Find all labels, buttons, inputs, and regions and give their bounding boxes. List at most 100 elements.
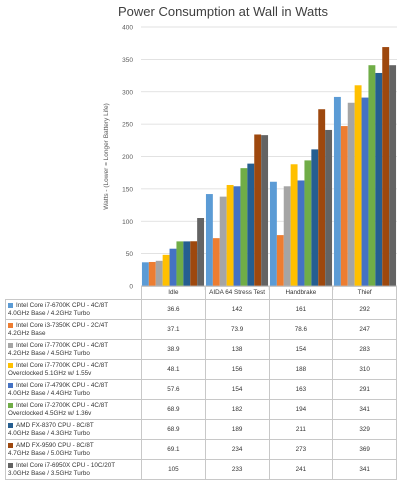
table-row: Intel Core i3-7350K CPU - 2C/4T 4.2GHz B… bbox=[5, 319, 397, 340]
data-label: 234 bbox=[204, 439, 270, 460]
data-label: 154 bbox=[268, 339, 334, 360]
data-label: 292 bbox=[332, 299, 397, 320]
data-label: 68.9 bbox=[141, 399, 206, 420]
y-tick-label: 250 bbox=[122, 122, 133, 129]
data-label: 105 bbox=[141, 459, 206, 480]
legend-swatch bbox=[8, 343, 13, 348]
x-tick-label: Idle bbox=[141, 286, 206, 300]
data-label: 154 bbox=[204, 379, 270, 400]
data-label: 188 bbox=[268, 359, 334, 380]
data-label: 291 bbox=[332, 379, 397, 400]
bar bbox=[219, 196, 227, 286]
table-row: Intel Core i7-4790K CPU - 4C/8T 4.0GHz B… bbox=[5, 379, 397, 400]
data-label: 283 bbox=[332, 339, 397, 360]
table-row: AMD FX-9590 CPU - 8C/8T 4.7GHz Base / 5.… bbox=[5, 439, 397, 460]
data-label: 273 bbox=[268, 439, 334, 460]
bar bbox=[340, 126, 348, 286]
legend-entry: Intel Core i7-6950X CPU - 10C/20T 3.0GHz… bbox=[5, 459, 142, 480]
bar bbox=[318, 109, 326, 286]
data-label: 36.6 bbox=[141, 299, 206, 320]
bar bbox=[226, 184, 234, 286]
legend-swatch bbox=[8, 403, 13, 408]
x-tick-label: AIDA 64 Stress Test bbox=[204, 286, 270, 300]
bar bbox=[169, 248, 177, 286]
data-label: 161 bbox=[268, 299, 334, 320]
legend-entry: Intel Core i3-7350K CPU - 2C/4T 4.2GHz B… bbox=[5, 319, 142, 340]
bar bbox=[333, 96, 341, 287]
x-tick-label: Thief bbox=[332, 286, 397, 300]
bar bbox=[205, 194, 213, 286]
table-row: Intel Core i7-6700K CPU - 4C/8T 4.0GHz B… bbox=[5, 299, 397, 320]
bar bbox=[290, 164, 298, 286]
data-label: 163 bbox=[268, 379, 334, 400]
data-label: 37.1 bbox=[141, 319, 206, 340]
legend-swatch bbox=[8, 423, 13, 428]
legend-swatch bbox=[8, 303, 13, 308]
bar bbox=[389, 65, 397, 286]
data-label: 182 bbox=[204, 399, 270, 420]
bar bbox=[233, 186, 241, 286]
y-tick-label: 100 bbox=[122, 219, 133, 226]
bar bbox=[311, 149, 319, 286]
bar bbox=[297, 180, 305, 286]
bar bbox=[247, 163, 255, 286]
bar bbox=[354, 85, 362, 287]
bar bbox=[375, 72, 383, 286]
series-name: Intel Core i7-7700K CPU - 4C/8T 4.2GHz B… bbox=[8, 342, 109, 357]
x-tick-label: Handbrake bbox=[268, 286, 334, 300]
bar bbox=[361, 97, 369, 286]
series-name: Intel Core i3-7350K CPU - 2C/4T 4.2GHz B… bbox=[8, 322, 109, 337]
data-label: 329 bbox=[332, 419, 397, 440]
legend-swatch bbox=[8, 443, 13, 448]
legend-entry: Intel Core i7-6700K CPU - 4C/8T 4.0GHz B… bbox=[5, 299, 142, 320]
bar bbox=[347, 102, 355, 286]
legend-entry: AMD FX-9590 CPU - 8C/8T 4.7GHz Base / 5.… bbox=[5, 439, 142, 460]
bar bbox=[212, 238, 220, 286]
data-label: 211 bbox=[268, 419, 334, 440]
legend-swatch bbox=[8, 383, 13, 388]
table-header-row: Idle AIDA 64 Stress Test Handbrake Thief bbox=[5, 286, 397, 300]
data-label: 189 bbox=[204, 419, 270, 440]
y-tick-label: 50 bbox=[126, 251, 134, 258]
bar bbox=[261, 135, 269, 286]
series-name: AMD FX-9590 CPU - 8C/8T 4.7GHz Base / 5.… bbox=[8, 442, 94, 457]
data-label: 310 bbox=[332, 359, 397, 380]
data-label: 233 bbox=[204, 459, 270, 480]
data-label: 68.9 bbox=[141, 419, 206, 440]
data-label: 57.6 bbox=[141, 379, 206, 400]
legend-entry: Intel Core i7-7700K CPU - 4C/8T Overcloc… bbox=[5, 359, 142, 380]
data-label: 247 bbox=[332, 319, 397, 340]
bar bbox=[183, 241, 191, 286]
legend-swatch bbox=[8, 323, 13, 328]
data-table: Idle AIDA 64 Stress Test Handbrake Thief In… bbox=[5, 286, 397, 480]
data-label: 73.9 bbox=[204, 319, 270, 340]
legend-entry: Intel Core i7-2700K CPU - 4C/8T Overcloc… bbox=[5, 399, 142, 420]
series-name: AMD FX-8370 CPU - 8C/8T 4.0GHz Base / 4.… bbox=[8, 422, 94, 437]
y-tick-label: 300 bbox=[122, 89, 133, 96]
bar bbox=[368, 65, 376, 286]
table-row: Intel Core i7-7700K CPU - 4C/8T 4.2GHz B… bbox=[5, 339, 397, 360]
bar bbox=[190, 241, 198, 286]
legend-swatch bbox=[8, 463, 13, 468]
data-label: 38.9 bbox=[141, 339, 206, 360]
data-label: 194 bbox=[268, 399, 334, 420]
chart-title: Power Consumption at Wall in Watts bbox=[118, 4, 328, 19]
bar bbox=[176, 241, 184, 286]
series-name: Intel Core i7-6950X CPU - 10C/20T 3.0GHz… bbox=[8, 462, 116, 477]
y-tick-label: 150 bbox=[122, 186, 133, 193]
bar bbox=[325, 129, 333, 286]
y-axis-label: Watts - (Lower = Longer Battery Life) bbox=[103, 103, 110, 210]
y-tick-label: 200 bbox=[122, 154, 133, 161]
table-row: Intel Core i7-7700K CPU - 4C/8T Overcloc… bbox=[5, 359, 397, 380]
data-label: 78.6 bbox=[268, 319, 334, 340]
bar bbox=[141, 262, 149, 286]
data-label: 341 bbox=[332, 399, 397, 420]
bar bbox=[148, 261, 156, 286]
bar bbox=[240, 168, 248, 286]
series-name: Intel Core i7-2700K CPU - 4C/8T Overcloc… bbox=[8, 402, 109, 417]
bar bbox=[382, 47, 390, 287]
data-label: 138 bbox=[204, 339, 270, 360]
bar bbox=[254, 134, 262, 286]
table-row: Intel Core i7-6950X CPU - 10C/20T 3.0GHz… bbox=[5, 459, 397, 480]
